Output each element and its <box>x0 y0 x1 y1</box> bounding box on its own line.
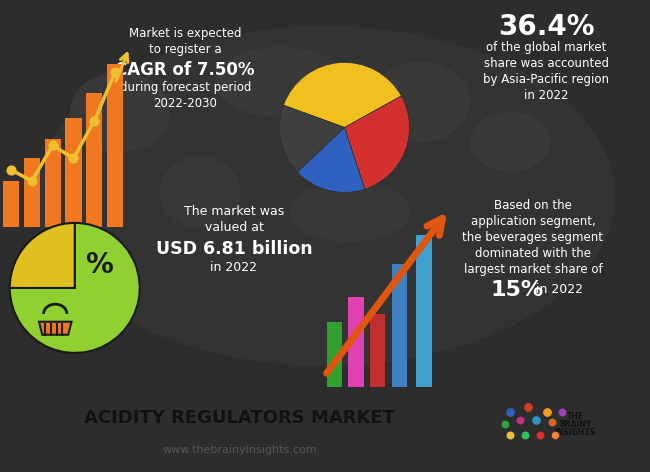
Ellipse shape <box>370 62 470 142</box>
Bar <box>107 64 123 227</box>
Point <box>27 177 37 185</box>
Text: THE: THE <box>566 413 584 421</box>
Point <box>6 166 16 174</box>
Text: USD 6.81 billion: USD 6.81 billion <box>156 240 312 258</box>
Text: during forecast period: during forecast period <box>120 82 251 94</box>
Ellipse shape <box>160 157 240 227</box>
Text: share was accounted: share was accounted <box>484 58 608 70</box>
Bar <box>348 297 364 387</box>
Bar <box>3 181 19 227</box>
Bar <box>416 235 432 387</box>
Text: to register a: to register a <box>149 43 222 57</box>
Polygon shape <box>39 322 72 335</box>
Text: largest market share of: largest market share of <box>463 263 603 276</box>
Point <box>505 408 515 416</box>
Ellipse shape <box>215 47 345 117</box>
Wedge shape <box>297 127 365 193</box>
Bar <box>24 159 40 227</box>
Text: by Asia-Pacific region: by Asia-Pacific region <box>483 74 609 86</box>
Point <box>535 431 545 438</box>
Point <box>89 117 99 125</box>
Bar <box>391 263 407 387</box>
Point <box>557 408 567 416</box>
Wedge shape <box>344 96 410 189</box>
Bar <box>86 93 102 227</box>
Wedge shape <box>283 62 401 127</box>
Ellipse shape <box>470 112 550 172</box>
Wedge shape <box>280 105 344 172</box>
Text: of the global market: of the global market <box>486 42 606 54</box>
Point <box>550 431 560 438</box>
Text: the beverages segment: the beverages segment <box>463 231 603 244</box>
Text: %: % <box>86 251 113 279</box>
Text: ACIDITY REGULATORS MARKET: ACIDITY REGULATORS MARKET <box>84 409 395 427</box>
Text: BRAINY: BRAINY <box>559 421 591 430</box>
Ellipse shape <box>35 26 615 366</box>
Wedge shape <box>10 223 75 288</box>
Text: in 2022: in 2022 <box>211 261 257 274</box>
Text: Based on the: Based on the <box>494 199 572 212</box>
Point <box>515 416 525 424</box>
Point <box>523 403 533 411</box>
Text: INSIGHTS: INSIGHTS <box>554 429 595 438</box>
Text: www.thebrainyinsights.com: www.thebrainyinsights.com <box>162 445 317 455</box>
Bar <box>370 314 385 387</box>
Point <box>68 155 79 162</box>
Text: CAGR of 7.50%: CAGR of 7.50% <box>116 61 255 79</box>
Point <box>531 416 541 424</box>
Bar <box>66 118 81 227</box>
Ellipse shape <box>70 72 170 152</box>
Point <box>47 142 58 149</box>
Text: Market is expected: Market is expected <box>129 27 242 41</box>
Text: in 2022: in 2022 <box>524 89 568 102</box>
Text: in 2022: in 2022 <box>536 283 582 296</box>
Text: application segment,: application segment, <box>471 215 595 228</box>
Point <box>520 431 530 438</box>
Text: valued at: valued at <box>205 221 263 235</box>
Ellipse shape <box>290 182 410 242</box>
Point <box>547 418 557 426</box>
Point <box>505 431 515 438</box>
Text: 15%: 15% <box>490 280 543 300</box>
Bar <box>326 322 342 387</box>
Point <box>500 420 510 428</box>
Text: dominated with the: dominated with the <box>475 247 591 261</box>
Bar <box>45 139 60 227</box>
Text: 36.4%: 36.4% <box>498 13 594 41</box>
Text: 2022-2030: 2022-2030 <box>153 97 217 110</box>
Point <box>542 408 552 416</box>
Wedge shape <box>10 223 140 353</box>
Point <box>110 68 120 76</box>
Text: The market was: The market was <box>184 205 284 219</box>
